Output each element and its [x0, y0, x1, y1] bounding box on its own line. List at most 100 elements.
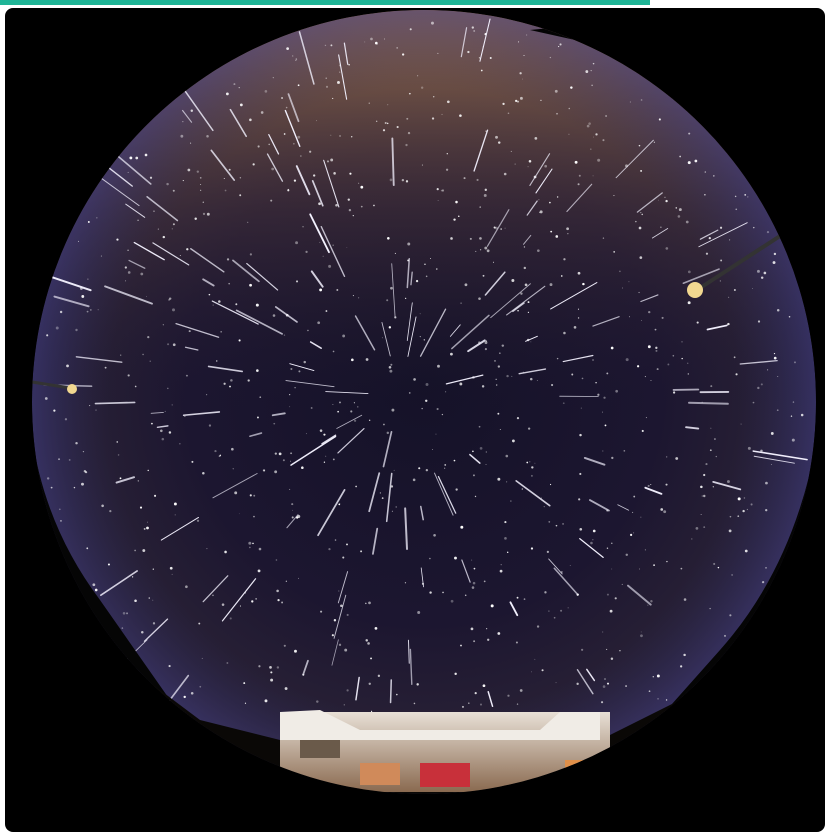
- star: [687, 301, 691, 305]
- star: [455, 488, 458, 491]
- star: [519, 96, 523, 100]
- meteor-streak: [592, 316, 620, 327]
- star: [647, 345, 651, 349]
- star: [615, 389, 619, 393]
- meteor-streak: [355, 676, 360, 701]
- star: [437, 200, 439, 201]
- star: [218, 455, 221, 458]
- star: [127, 171, 129, 174]
- meteor-streak: [473, 129, 489, 172]
- star: [504, 521, 507, 524]
- star: [657, 698, 659, 700]
- star: [719, 280, 721, 282]
- star: [504, 227, 506, 229]
- meteor-streak: [586, 668, 596, 682]
- star: [549, 56, 552, 59]
- window: [300, 740, 340, 758]
- star: [312, 174, 316, 177]
- meteor-streak: [391, 137, 395, 187]
- star: [295, 58, 298, 60]
- star: [640, 634, 643, 638]
- star: [666, 560, 668, 563]
- star: [604, 678, 606, 680]
- star: [611, 456, 614, 460]
- star: [479, 237, 482, 240]
- star: [473, 30, 476, 32]
- star: [253, 494, 256, 497]
- meteor-streak: [146, 196, 179, 222]
- star: [473, 567, 476, 570]
- star: [360, 550, 363, 553]
- star: [436, 407, 439, 411]
- star: [182, 121, 184, 123]
- meteor-streak: [615, 139, 654, 179]
- star: [665, 456, 668, 458]
- star: [191, 460, 194, 463]
- star: [554, 89, 558, 93]
- star: [450, 237, 453, 240]
- star: [430, 258, 431, 260]
- star: [350, 410, 353, 413]
- star: [675, 207, 678, 209]
- star: [214, 449, 217, 453]
- star: [500, 564, 502, 566]
- star: [295, 59, 297, 62]
- star: [602, 139, 605, 142]
- star: [503, 172, 507, 176]
- star: [479, 249, 482, 251]
- star: [360, 185, 364, 189]
- star: [639, 256, 643, 259]
- star: [352, 215, 354, 217]
- star: [146, 521, 148, 523]
- star: [460, 644, 462, 647]
- star: [202, 201, 204, 203]
- star: [299, 155, 302, 157]
- star: [681, 357, 683, 360]
- star: [201, 657, 203, 659]
- star: [476, 178, 479, 181]
- star: [325, 455, 327, 457]
- star: [323, 433, 326, 436]
- star: [792, 401, 795, 403]
- star: [292, 55, 294, 57]
- star: [516, 703, 519, 705]
- star: [537, 249, 540, 253]
- star: [202, 471, 205, 475]
- star: [275, 559, 278, 561]
- star: [243, 682, 246, 685]
- star: [429, 557, 431, 560]
- star: [653, 564, 655, 566]
- star: [82, 450, 85, 453]
- star: [273, 422, 276, 425]
- star: [705, 463, 708, 466]
- star: [276, 589, 279, 593]
- meteor-streak: [526, 200, 538, 216]
- meteor-streak: [298, 31, 315, 85]
- meteor-streak: [525, 335, 538, 342]
- star: [224, 189, 227, 192]
- meteor-streak: [53, 295, 90, 308]
- star: [540, 99, 542, 102]
- star: [285, 106, 288, 109]
- star: [729, 515, 732, 518]
- star: [421, 164, 423, 166]
- star: [567, 607, 569, 609]
- star: [248, 541, 252, 545]
- star: [348, 208, 352, 212]
- meteor-streak: [451, 314, 490, 350]
- star: [338, 590, 340, 592]
- star: [162, 324, 164, 326]
- star: [486, 249, 490, 253]
- star: [625, 553, 629, 557]
- meteor-streak: [576, 669, 594, 695]
- star: [257, 416, 259, 419]
- star: [459, 382, 463, 386]
- star: [526, 461, 529, 464]
- star: [510, 150, 512, 152]
- star: [342, 556, 345, 559]
- star: [650, 484, 652, 485]
- meteor-streak: [266, 153, 284, 182]
- star: [272, 314, 276, 317]
- star: [168, 431, 172, 434]
- star: [425, 275, 428, 278]
